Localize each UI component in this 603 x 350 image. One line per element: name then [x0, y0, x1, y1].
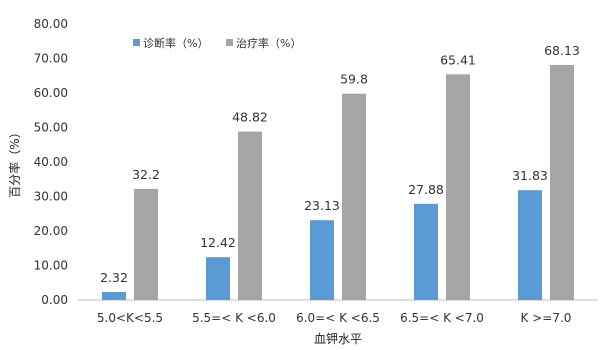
y-tick-label: 50.00 — [34, 121, 68, 135]
data-label: 65.41 — [440, 52, 476, 67]
y-tick-label: 10.00 — [34, 259, 68, 273]
y-tick-label: 40.00 — [34, 155, 68, 169]
legend-swatch — [133, 39, 140, 46]
data-label: 23.13 — [304, 198, 340, 213]
legend-label: 诊断率（%） — [143, 36, 208, 50]
legend-label: 治疗率（%） — [236, 36, 301, 50]
legend-swatch — [226, 39, 233, 46]
data-label: 31.83 — [512, 168, 548, 183]
x-axis-title: 血钾水平 — [314, 332, 362, 346]
bar-diagnosis-rate — [206, 257, 230, 300]
data-label: 32.2 — [132, 167, 160, 182]
bar-treatment-rate — [134, 188, 158, 300]
bar-treatment-rate — [446, 74, 470, 300]
bar-diagnosis-rate — [518, 190, 542, 300]
y-tick-label: 80.00 — [34, 17, 68, 31]
axes: 0.00 10.00 20.00 30.00 40.00 50.00 60.00 70.00 8… — [34, 17, 598, 325]
y-tick-label: 0.00 — [41, 293, 68, 307]
data-labels: 2.32 32.2 12.42 48.82 23.13 59.8 27.88 65.41 31.… — [100, 43, 580, 285]
bar-diagnosis-rate — [310, 220, 334, 300]
x-tick-label: 5.5=< K <6.0 — [192, 311, 276, 325]
y-axis-title: 百分率（%） — [7, 126, 22, 197]
bar-treatment-rate — [342, 93, 366, 300]
bar-treatment-rate — [238, 131, 262, 300]
data-label: 59.8 — [340, 72, 368, 87]
y-tick-label: 30.00 — [34, 190, 68, 204]
x-tick-label: 6.0=< K <6.5 — [296, 311, 380, 325]
data-label: 68.13 — [544, 43, 580, 58]
data-label: 2.32 — [100, 270, 128, 285]
bar-diagnosis-rate — [414, 203, 438, 300]
bar-diagnosis-rate — [102, 291, 126, 300]
x-tick-label: K >=7.0 — [521, 311, 572, 325]
data-label: 27.88 — [408, 182, 444, 197]
x-tick-label: 5.0<K<5.5 — [97, 311, 163, 325]
y-tick-label: 20.00 — [34, 224, 68, 238]
data-label: 48.82 — [232, 110, 268, 125]
y-tick-label: 70.00 — [34, 52, 68, 66]
y-tick-label: 60.00 — [34, 86, 68, 100]
x-tick-label: 6.5=< K <7.0 — [400, 311, 484, 325]
legend: 诊断率（%） 治疗率（%） — [133, 36, 301, 50]
data-label: 12.42 — [200, 235, 236, 250]
bar-treatment-rate — [550, 64, 574, 300]
bars — [102, 64, 574, 300]
